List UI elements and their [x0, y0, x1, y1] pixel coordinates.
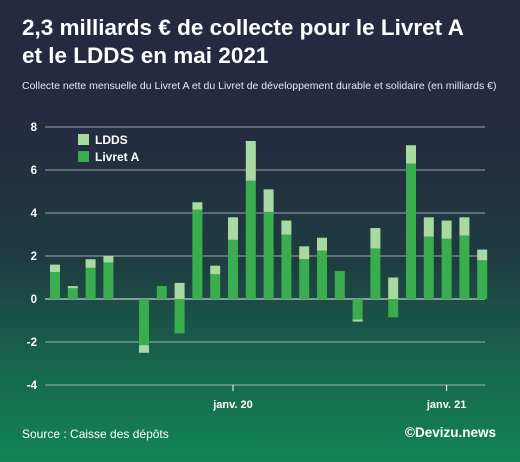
- bar-livret-a: [370, 248, 381, 299]
- y-tick-label: 0: [31, 294, 37, 306]
- legend-label-livret-a: Livret A: [95, 150, 140, 164]
- bar-livret-a: [192, 209, 203, 299]
- bar-livret-a: [228, 239, 238, 299]
- bar-ldds: [50, 264, 60, 273]
- y-tick-label: 6: [31, 165, 37, 177]
- bar-livret-a: [281, 234, 292, 299]
- bar-ldds: [210, 265, 221, 275]
- bar-ldds: [85, 259, 96, 268]
- chart-title: 2,3 milliards € de collecte pour le Livr…: [22, 14, 502, 70]
- legend-swatch-ldds: [78, 134, 89, 145]
- title-line-2: et le LDDS en mai 2021: [22, 43, 269, 68]
- bar-ldds: [441, 220, 452, 239]
- bar-ldds: [174, 282, 185, 299]
- bar-livret-a: [85, 267, 96, 299]
- chart-subtitle: Collecte nette mensuelle du Livret A et …: [22, 80, 497, 92]
- bar-ldds: [423, 217, 434, 237]
- bar-ldds: [228, 217, 238, 240]
- bar-ldds: [192, 202, 203, 210]
- bar-livret-a: [299, 259, 310, 299]
- bar-ldds: [67, 286, 78, 289]
- bar-livret-a: [210, 274, 221, 299]
- y-tick-label: 4: [31, 208, 38, 220]
- bar-livret-a: [406, 163, 416, 299]
- bar-ldds: [477, 249, 488, 261]
- title-line-1: 2,3 milliards € de collecte pour le Livr…: [22, 15, 464, 40]
- bar-livret-a: [334, 271, 345, 299]
- source-note: Source : Caisse des dépôts: [22, 427, 169, 441]
- bar-livret-a: [459, 235, 470, 299]
- bar-ldds: [139, 345, 149, 353]
- y-tick-label: -4: [27, 380, 38, 392]
- bar-ldds: [317, 237, 327, 251]
- bar-livret-a: [423, 236, 434, 299]
- legend-label-ldds: LDDS: [95, 133, 128, 147]
- bar-livret-a: [50, 272, 60, 299]
- bar-livret-a: [441, 238, 452, 299]
- bar-ldds: [406, 145, 416, 164]
- bar-ldds: [388, 277, 399, 299]
- bar-livret-a: [156, 286, 167, 299]
- bar-livret-a: [352, 299, 363, 320]
- x-tick-label: janv. 21: [426, 399, 467, 411]
- bar-ldds: [281, 220, 292, 235]
- bar-ldds: [299, 246, 310, 260]
- bar-livret-a: [67, 288, 78, 299]
- y-tick-label: 2: [31, 251, 37, 263]
- legend-swatch-livret-a: [78, 151, 89, 162]
- bar-ldds: [245, 140, 256, 181]
- bar-livret-a: [317, 250, 327, 299]
- bar-livret-a: [103, 262, 114, 299]
- bar-ldds: [352, 319, 363, 322]
- bar-ldds: [263, 189, 274, 212]
- bar-livret-a: [477, 260, 488, 299]
- bar-livret-a: [388, 299, 399, 318]
- y-tick-label: -2: [27, 337, 37, 349]
- bar-ldds: [370, 228, 381, 249]
- brand-logo: ©Devizu.news: [405, 425, 496, 440]
- bar-livret-a: [174, 299, 185, 334]
- bar-livret-a: [139, 299, 149, 346]
- bar-ldds: [459, 217, 470, 236]
- bar-livret-a: [245, 180, 256, 299]
- bar-chart: 8 6 4 2 0 -2 -4 janv. 20 janv. 21 LDDS Livret A: [27, 122, 488, 411]
- bar-ldds: [103, 256, 114, 263]
- x-tick-label: janv. 20: [212, 399, 253, 411]
- bar-livret-a: [263, 211, 274, 299]
- y-tick-label: 8: [31, 122, 38, 134]
